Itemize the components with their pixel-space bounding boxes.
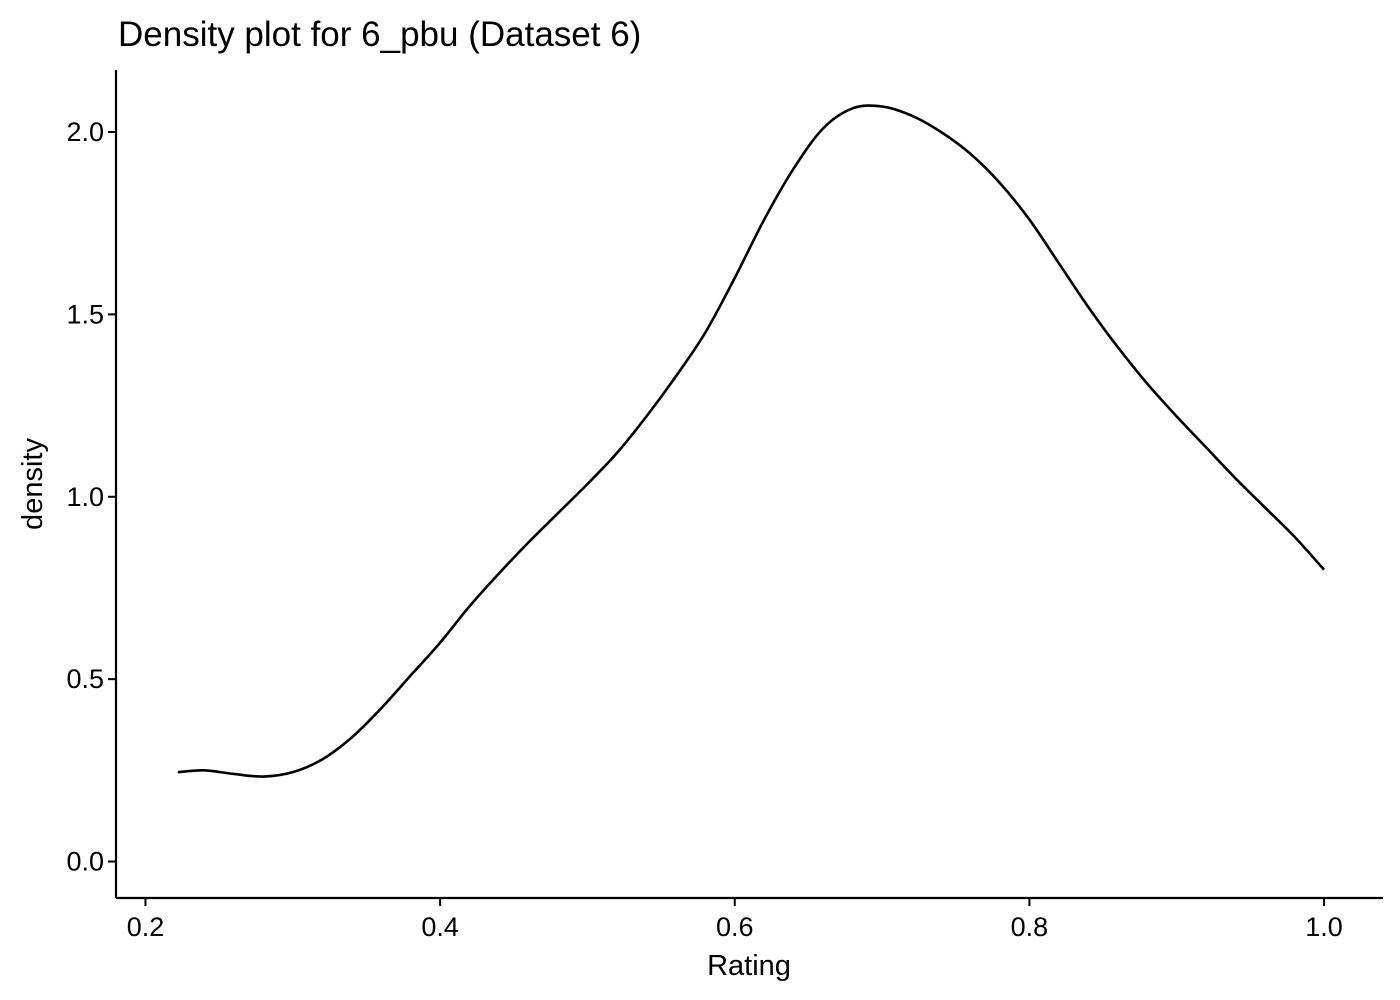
y-tick-label: 1.0 [66, 482, 104, 512]
y-axis-title: density [17, 438, 49, 530]
x-tick-label: 0.4 [421, 912, 459, 942]
y-tick-label: 1.5 [66, 299, 104, 329]
chart-title: Density plot for 6_pbu (Dataset 6) [118, 15, 641, 54]
x-tick-label: 1.0 [1305, 912, 1343, 942]
x-axis: 0.2 0.4 0.6 0.8 1.0 [116, 896, 1383, 942]
x-tick-label: 0.8 [1011, 912, 1049, 942]
y-tick-label: 0.5 [66, 664, 104, 694]
density-line [177, 104, 1326, 778]
x-tick-label: 0.6 [716, 912, 754, 942]
plot-area [177, 104, 1326, 778]
y-tick-label: 0.0 [66, 847, 104, 877]
x-tick-label: 0.2 [127, 912, 165, 942]
y-axis: 0.0 0.5 1.0 1.5 2.0 [66, 70, 118, 898]
y-tick-label: 2.0 [66, 117, 104, 147]
x-axis-title: Rating [707, 950, 791, 982]
